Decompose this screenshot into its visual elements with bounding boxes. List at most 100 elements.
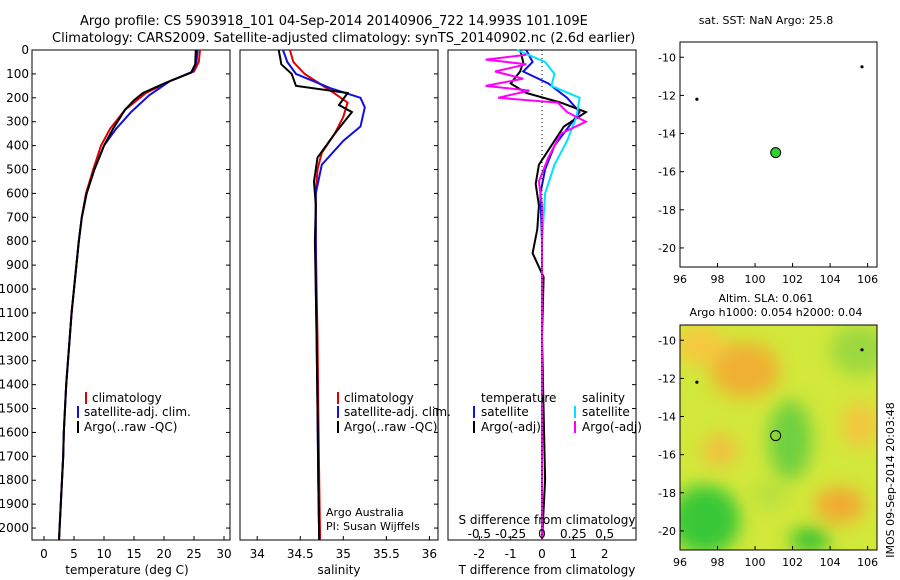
x-tick-label: -1: [505, 547, 517, 561]
legend-clim: climatology: [92, 391, 162, 405]
s-tick-label: 0.25: [560, 527, 587, 541]
x-tick-label: 34: [250, 547, 265, 561]
legend-ssat: satellite: [582, 405, 630, 419]
map-y-tick-label: -12: [658, 89, 676, 102]
sal-annotation-2: PI: Susan Wijffels: [326, 520, 420, 533]
map-y-tick-label: -14: [658, 128, 676, 141]
map-x-tick-label: 104: [820, 273, 841, 286]
x-tick-label: 35: [336, 547, 351, 561]
legend-argo: Argo(..raw -QC): [84, 420, 177, 434]
map2-title1: Altim. SLA: 0.061: [718, 292, 813, 305]
temp-panel: 0 5 10 15 20 25 30: [40, 49, 232, 561]
depth-tick-label: 900: [6, 258, 29, 272]
series-line: [277, 49, 354, 541]
legend-sal-title: salinity: [582, 391, 625, 405]
footer-side-label: IMOS 09-Sep-2014 20:03:48: [884, 402, 897, 557]
other-position-marker: [695, 97, 699, 101]
map-x-tick-label: 106: [857, 273, 878, 286]
legend-targo: Argo(-adj): [481, 420, 541, 434]
depth-tick-label: 400: [6, 139, 29, 153]
temp-panel-frame: [31, 49, 231, 541]
map-y-tick-label: -18: [658, 487, 676, 500]
depth-tick-label: 1700: [0, 449, 29, 463]
depth-tick-label: 300: [6, 115, 29, 129]
map-x-tick-label: 100: [745, 273, 766, 286]
x-tick-label: 25: [186, 547, 201, 561]
map-x-tick-label: 104: [820, 556, 841, 569]
x-tick-label: 35.5: [373, 547, 400, 561]
sla-field: [680, 325, 877, 550]
depth-tick-label: 1100: [0, 306, 29, 320]
series-line: [485, 53, 589, 540]
map-y-tick-label: -12: [658, 372, 676, 385]
depth-tick-label: 1400: [0, 378, 29, 392]
sal-panel-frame: [239, 49, 439, 541]
s-tick-label: -0.5: [468, 527, 491, 541]
map-x-tick-label: 98: [711, 273, 725, 286]
x-tick-label: 36: [422, 547, 437, 561]
map2-frame: [679, 324, 878, 551]
map1: 96 98 100 102 104 106 -10 -12 -14 -16 -18 -20: [658, 51, 878, 286]
map2-title2: Argo h1000: 0.054 h2000: 0.04: [690, 306, 863, 319]
other-position-marker: [860, 348, 864, 352]
depth-tick-label: 1000: [0, 282, 29, 296]
series-line: [58, 49, 197, 541]
depth-tick-label: 700: [6, 210, 29, 224]
s-tick-label: 0: [538, 527, 546, 541]
x-tick-label: 0: [538, 547, 546, 561]
map-x-tick-label: 96: [673, 273, 687, 286]
x-tick-label: 30: [216, 547, 231, 561]
depth-tick-label: 1600: [0, 425, 29, 439]
depth-tick-label: 600: [6, 186, 29, 200]
map-y-tick-label: -14: [658, 411, 676, 424]
sal-xlabel: salinity: [317, 563, 360, 577]
depth-tick-label: 1300: [0, 354, 29, 368]
x-tick-label: 34.5: [287, 547, 314, 561]
diff-panel: -2 -1 0 1 2 -0.5 -0.25 0 0.25 0.5: [468, 49, 636, 561]
other-position-marker: [860, 65, 864, 69]
sal-annotation-1: Argo Australia: [326, 506, 404, 519]
map2: 96 98 100 102 104 106 -10 -12 -14 -16 -18 -20: [658, 334, 878, 569]
s-tick-label: -0.25: [495, 527, 526, 541]
argo-position-marker: [770, 147, 782, 159]
other-position-marker: [695, 380, 699, 384]
header-line2: Climatology: CARS2009. Satellite-adjuste…: [52, 31, 635, 46]
legend-clim: climatology: [344, 391, 414, 405]
legend-sat: satellite-adj. clim.: [84, 405, 191, 419]
map-y-tick-label: -10: [658, 334, 676, 347]
x-tick-label: 10: [96, 547, 111, 561]
depth-tick-label: 100: [6, 67, 29, 81]
x-tick-label: 15: [126, 547, 141, 561]
map-x-tick-label: 102: [782, 556, 803, 569]
x-tick-label: 0: [40, 547, 48, 561]
x-tick-label: 1: [570, 547, 578, 561]
depth-tick-label: 200: [6, 91, 29, 105]
map-x-tick-label: 96: [673, 556, 687, 569]
map1-title: sat. SST: NaN Argo: 25.8: [699, 14, 833, 27]
legend-sat: satellite-adj. clim.: [344, 405, 451, 419]
x-tick-label: 5: [70, 547, 78, 561]
map-x-tick-label: 106: [857, 556, 878, 569]
s-tick-label: 0.5: [595, 527, 614, 541]
series-line: [58, 49, 201, 541]
legend-argo: Argo(..raw -QC): [344, 420, 437, 434]
legend-tsat: satellite: [481, 405, 529, 419]
x-tick-label: 20: [156, 547, 171, 561]
depth-tick-label: 1900: [0, 497, 29, 511]
diff-xlabel-top: S difference from climatology: [459, 513, 636, 527]
map-y-tick-label: -18: [658, 204, 676, 217]
depth-tick-label: 1200: [0, 330, 29, 344]
depth-tick-label: 1500: [0, 402, 29, 416]
series-line: [521, 49, 581, 540]
temp-legend: climatology satellite-adj. clim. Argo(..…: [77, 391, 191, 434]
depth-tick-label: 800: [6, 234, 29, 248]
series-line: [282, 49, 366, 541]
depth-axis: 0 100 200 300 400 500 600 700 800 900 1000 1100 1200…: [0, 43, 36, 535]
temp-xlabel: temperature (deg C): [65, 563, 188, 577]
map-y-tick-label: -20: [658, 242, 676, 255]
x-tick-label: 2: [601, 547, 609, 561]
legend-sargo: Argo(-adj): [582, 420, 642, 434]
depth-tick-label: 2000: [0, 521, 29, 535]
x-tick-label: -2: [473, 547, 485, 561]
